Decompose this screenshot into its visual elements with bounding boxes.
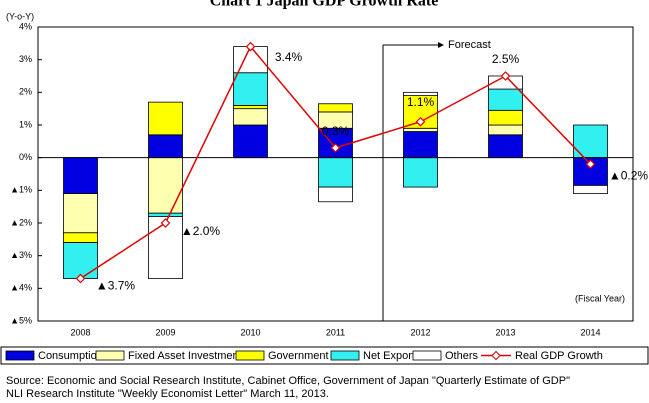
bar-segment	[233, 108, 268, 126]
gdp-marker	[585, 159, 596, 170]
x-tick-label: 2008	[70, 327, 90, 337]
value-label: 2.5%	[492, 52, 520, 66]
x-unit-label: (Fiscal Year)	[575, 293, 625, 303]
bar-segment	[488, 124, 523, 136]
bar-segment	[63, 242, 98, 279]
x-tick-label: 2010	[240, 327, 260, 337]
y-tick-label: ▲3%	[10, 250, 32, 260]
gdp-marker	[330, 143, 341, 153]
y-tick-label: ▲5%	[10, 315, 32, 325]
value-label: 0.3%	[322, 124, 350, 138]
bar-segment	[233, 72, 268, 106]
bar-segment	[63, 193, 98, 234]
gdp-marker	[500, 71, 511, 81]
bar-segment	[233, 124, 268, 159]
legend-swatch	[95, 350, 125, 361]
bar-segment	[318, 103, 353, 113]
x-tick-label: 2009	[155, 327, 175, 337]
gdp-marker	[75, 273, 86, 284]
legend-label: Others	[445, 350, 479, 362]
bar-segment	[573, 185, 608, 195]
bar-segment	[318, 186, 353, 203]
y-tick-label: ▲4%	[10, 283, 32, 293]
legend-label: Real GDP Growth	[515, 350, 603, 362]
bar-segment	[148, 134, 183, 159]
value-label: ▲2.0%	[181, 224, 221, 238]
y-tick-label: 2%	[19, 87, 32, 97]
bar-segment	[403, 157, 438, 188]
value-label: ▲0.2%	[609, 168, 649, 182]
legend-label: Fixed Asset Investment	[128, 350, 242, 362]
bar-segment	[63, 232, 98, 244]
gdp-marker	[245, 41, 256, 52]
y-tick-label: 1%	[19, 119, 32, 129]
bar-segment	[318, 157, 353, 188]
legend-marker	[491, 350, 501, 361]
legend: Consumption Fixed Asset Investment Governm…	[5, 350, 603, 362]
value-label: 1.1%	[407, 95, 435, 109]
x-tick-label: 2013	[495, 327, 515, 337]
legend-swatch	[235, 350, 265, 361]
bar-segment	[488, 88, 523, 111]
y-tick-label: ▲1%	[10, 185, 32, 195]
source-line: Source: Economic and Social Research Ins…	[6, 375, 570, 387]
legend-label: Government	[268, 350, 329, 362]
y-unit-label: (Y-o-Y)	[6, 11, 34, 21]
legend-swatch	[330, 350, 360, 361]
legend-label: Net Export	[363, 350, 415, 362]
bar-segment	[488, 134, 523, 159]
bar-segment	[63, 157, 98, 195]
bar-segment	[148, 157, 183, 214]
y-tick-label: ▲2%	[10, 217, 32, 227]
plot-frame	[37, 26, 634, 322]
legend-swatch	[412, 350, 442, 361]
value-label: ▲3.7%	[96, 279, 136, 293]
x-tick-label: 2014	[580, 327, 600, 337]
gdp-marker	[415, 116, 426, 127]
bar-segment	[403, 127, 438, 132]
y-tick-label: 0%	[19, 152, 32, 162]
forecast-label: Forecast	[448, 39, 491, 51]
x-tick-label: 2011	[326, 327, 345, 337]
x-tick-label: 2012	[410, 327, 430, 337]
value-label: 3.4%	[275, 50, 303, 64]
legend-label: Consumption	[38, 350, 103, 362]
gdp-marker	[160, 218, 171, 228]
legend-swatch	[5, 350, 35, 361]
bar-segment	[233, 105, 268, 110]
bar-segment	[403, 131, 438, 159]
bar-segment	[403, 91, 438, 97]
bar-segment	[148, 101, 183, 136]
plot	[63, 46, 608, 279]
forecast-arrowhead	[438, 42, 444, 48]
legend-frame	[0, 346, 649, 365]
y-tick-label: 4%	[19, 21, 32, 31]
y-tick-label: 3%	[19, 54, 32, 64]
bar-segment	[148, 212, 183, 217]
source-line: NLI Research Institute "Weekly Economist…	[6, 388, 329, 400]
chart-title: Chart 1 Japan GDP Growth Rate	[210, 0, 439, 10]
bar-segment	[488, 109, 523, 126]
